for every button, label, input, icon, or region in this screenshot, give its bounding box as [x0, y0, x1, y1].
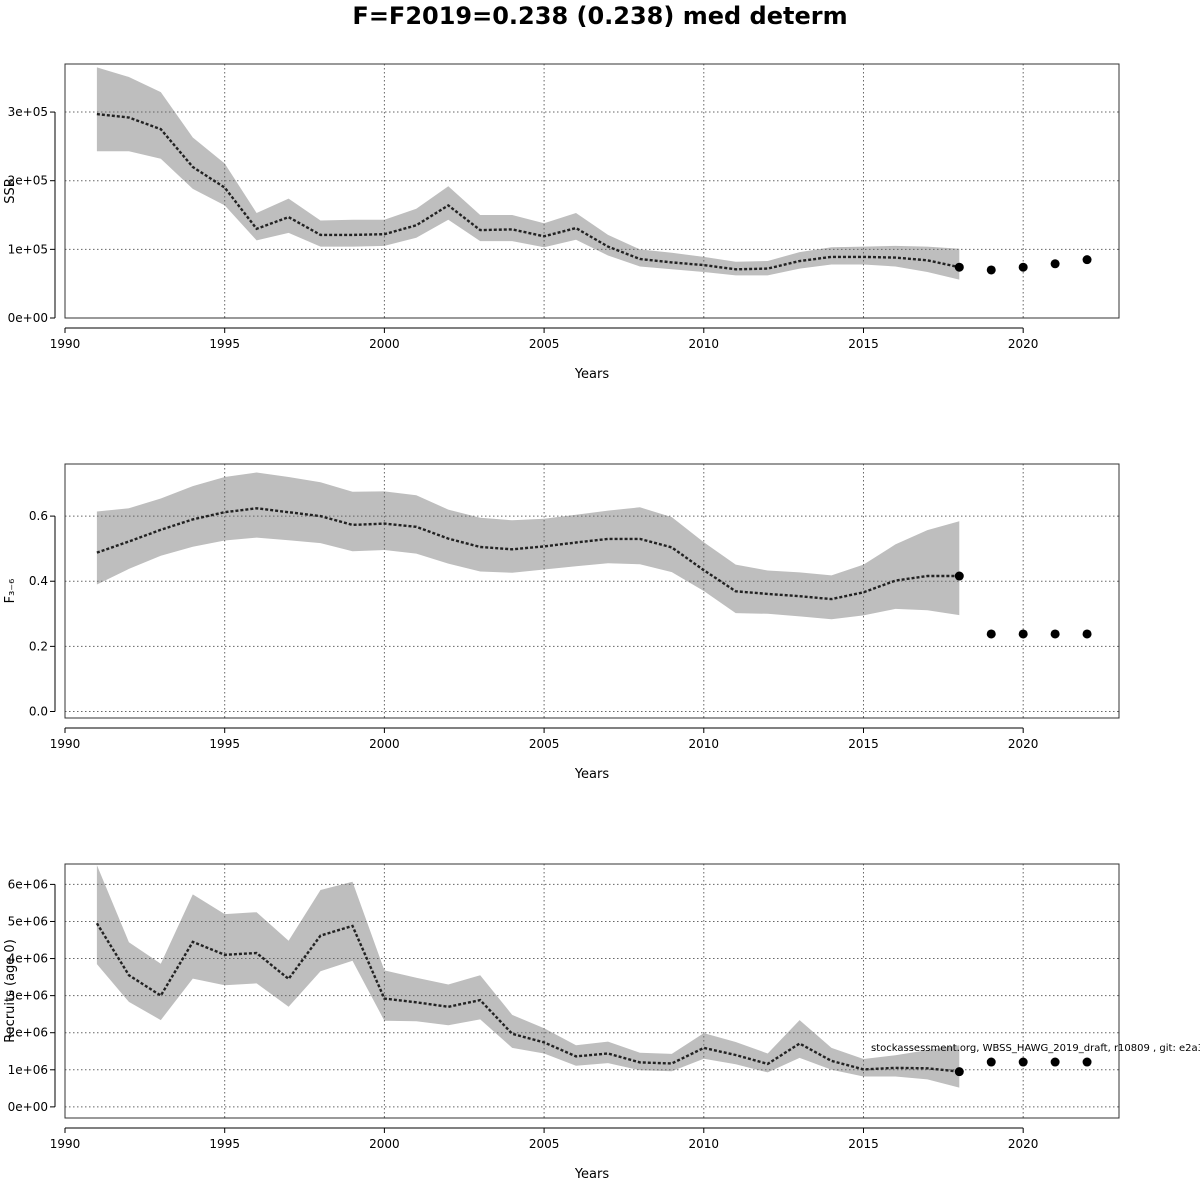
- fbar-projection-point-2020: [1018, 629, 1028, 639]
- fbar-panel: 1990 1995 2000 2005 2010 2015 2020 0.0 0.2 0.4 0.6…: [3, 463, 1120, 782]
- recruits-ytick-label-3e+06: 3e+06: [8, 989, 48, 1003]
- recruits-panel: 1990 1995 2000 2005 2010 2015 2020 0e+00 1e+06 2e…: [3, 863, 1120, 1182]
- fbar-ytick-label-0.6: 0.6: [29, 509, 48, 523]
- recruits-ytick-label-2e+06: 2e+06: [8, 1026, 48, 1040]
- recruits-y-axis-title: Recruits (age 0): [3, 939, 18, 1043]
- ssb-ytick-label-0e+00: 0e+00: [8, 311, 48, 325]
- chart-title: F=F2019=0.238 (0.238) med determ: [352, 2, 847, 30]
- ssb-ytick-label-3e+05: 3e+05: [8, 105, 48, 119]
- fbar-plot-frame: [64, 463, 1120, 719]
- fbar-xtick-label-2015: 2015: [848, 737, 879, 751]
- recruits-projection-point-2018: [954, 1067, 964, 1077]
- recruits-ytick-label-0e+00: 0e+00: [8, 1100, 48, 1114]
- recruits-projection-point-2020: [1018, 1057, 1028, 1067]
- recruits-confidence-band: [96, 865, 960, 1088]
- fbar-ytick-label-0.4: 0.4: [29, 574, 48, 588]
- fbar-xtick-label-1995: 1995: [209, 737, 240, 751]
- fbar-y-axis-title: F₃₋₆: [3, 579, 18, 604]
- recruits-ytick-label-6e+06: 6e+06: [8, 877, 48, 891]
- recruits-ytick-label-5e+06: 5e+06: [8, 914, 48, 928]
- ssb-xtick-label-2010: 2010: [689, 337, 720, 351]
- ssb-projection-point-2020: [1018, 262, 1028, 272]
- fbar-projection-point-2019: [986, 629, 996, 639]
- ssb-estimate-line: [96, 112, 960, 271]
- ssb-projection-point-2019: [986, 265, 996, 275]
- fbar-estimate-line: [96, 507, 960, 601]
- ssb-ytick-label-2e+05: 2e+05: [8, 174, 48, 188]
- recruits-projection-point-2021: [1050, 1057, 1060, 1067]
- ssb-projection-point-2021: [1050, 259, 1060, 269]
- ssb-xtick-label-1990: 1990: [50, 337, 81, 351]
- ssb-panel: 1990 1995 2000 2005 2010 2015 2020 0e+00 1e+05 2e…: [3, 63, 1120, 382]
- recruits-ytick-label-4e+06: 4e+06: [8, 952, 48, 966]
- ssb-xtick-label-2020: 2020: [1008, 337, 1039, 351]
- recruits-projection-point-2022: [1082, 1057, 1092, 1067]
- ssb-y-axis-title: SSB: [3, 178, 18, 203]
- recruits-ytick-label-1e+06: 1e+06: [8, 1063, 48, 1077]
- recruits-xtick-label-2015: 2015: [848, 1137, 879, 1151]
- fbar-xtick-label-2005: 2005: [529, 737, 560, 751]
- recruits-xtick-label-2010: 2010: [689, 1137, 720, 1151]
- recruits-xtick-label-2005: 2005: [529, 1137, 560, 1151]
- ssb-xtick-label-2005: 2005: [529, 337, 560, 351]
- ssb-projection-point-2022: [1082, 255, 1092, 265]
- footnote: stockassessment.org, WBSS_HAWG_2019_draf…: [871, 1043, 1200, 1054]
- recruits-projection-point-2019: [986, 1057, 996, 1067]
- ssb-projection-point-2018: [954, 262, 964, 272]
- chart-panels: 1990 1995 2000 2005 2010 2015 2020 0e+00 1e+05 2e…: [3, 63, 1120, 1182]
- ssb-xtick-label-2000: 2000: [369, 337, 400, 351]
- recruits-plot-frame: [64, 863, 1120, 1119]
- fbar-ytick-label-0.2: 0.2: [29, 639, 48, 653]
- fbar-xtick-label-2010: 2010: [689, 737, 720, 751]
- fbar-ytick-label-0.0: 0.0: [29, 704, 48, 718]
- recruits-x-axis-title: Years: [574, 1167, 610, 1182]
- ssb-xtick-label-2015: 2015: [848, 337, 879, 351]
- fbar-projection-point-2018: [954, 571, 964, 581]
- ssb-plot-frame: [64, 63, 1120, 319]
- recruits-xtick-label-1995: 1995: [209, 1137, 240, 1151]
- ssb-x-axis-title: Years: [574, 367, 610, 382]
- ssb-xtick-label-1995: 1995: [209, 337, 240, 351]
- recruits-estimate-line: [95, 922, 960, 1073]
- fbar-xtick-label-2020: 2020: [1008, 737, 1039, 751]
- fbar-x-axis-title: Years: [574, 767, 610, 782]
- recruits-xtick-label-1990: 1990: [50, 1137, 81, 1151]
- ssb-ytick-label-1e+05: 1e+05: [8, 242, 48, 256]
- recruits-xtick-label-2000: 2000: [369, 1137, 400, 1151]
- fbar-xtick-label-1990: 1990: [50, 737, 81, 751]
- fbar-projection-point-2021: [1050, 629, 1060, 639]
- fbar-projection-point-2022: [1082, 629, 1092, 639]
- ssb-confidence-band: [96, 67, 960, 280]
- recruits-xtick-label-2020: 2020: [1008, 1137, 1039, 1151]
- fbar-confidence-band: [96, 472, 960, 620]
- fbar-xtick-label-2000: 2000: [369, 737, 400, 751]
